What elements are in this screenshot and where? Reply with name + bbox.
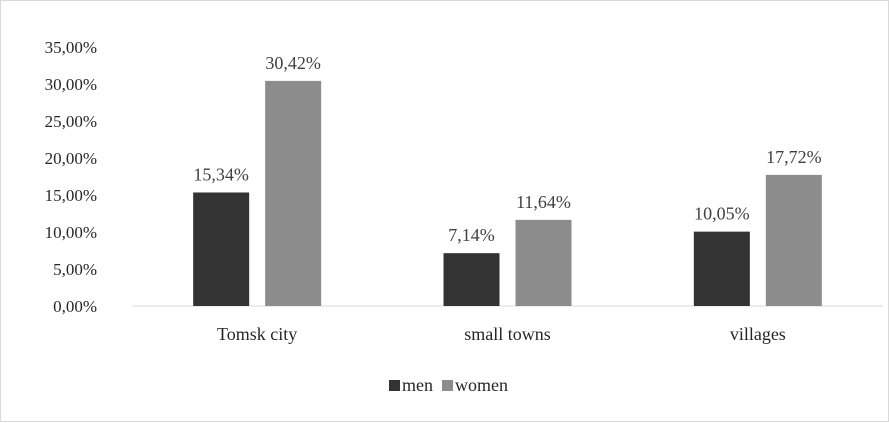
y-tick-label: 35,00% [45, 38, 97, 57]
legend-label: women [455, 375, 508, 395]
y-tick-label: 15,00% [45, 186, 97, 205]
legend-label: men [402, 375, 433, 395]
data-label: 11,64% [516, 192, 571, 212]
bar-men [693, 231, 750, 306]
y-tick-label: 25,00% [45, 112, 97, 131]
bar-men [193, 192, 250, 306]
legend-swatch-women [442, 380, 453, 391]
bar-women [515, 219, 572, 306]
category-label: Tomsk city [217, 324, 297, 344]
category-label: villages [730, 324, 786, 344]
data-label: 10,05% [694, 204, 750, 224]
y-tick-label: 0,00% [53, 297, 97, 316]
bar-women [265, 80, 322, 306]
data-label: 15,34% [193, 164, 249, 184]
y-tick-label: 20,00% [45, 149, 97, 168]
data-label: 30,42% [265, 53, 321, 73]
bar-women [765, 174, 822, 306]
y-tick-label: 30,00% [45, 75, 97, 94]
y-tick-label: 5,00% [53, 260, 97, 279]
data-label: 17,72% [766, 147, 822, 167]
y-tick-label: 10,00% [45, 223, 97, 242]
bar-men [443, 253, 500, 306]
category-label: small towns [464, 324, 551, 344]
data-label: 7,14% [448, 225, 495, 245]
legend-swatch-men [389, 380, 400, 391]
